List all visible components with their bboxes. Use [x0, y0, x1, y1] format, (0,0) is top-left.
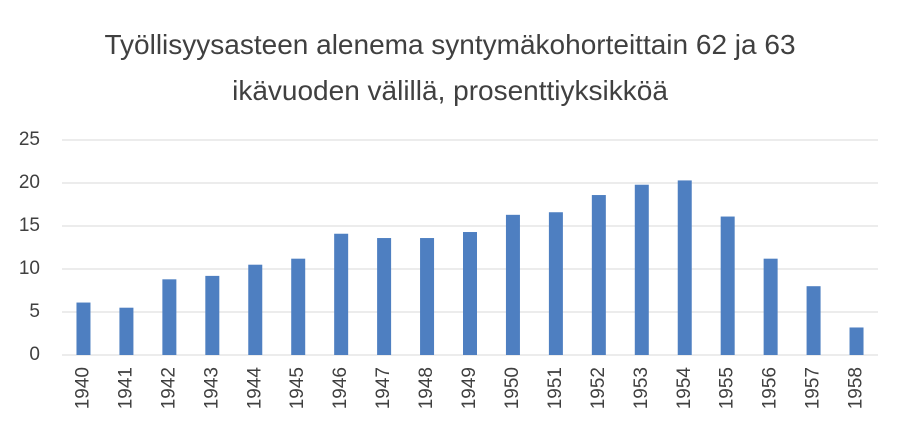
- chart-title: Työllisyysasteen alenema syntymäkohortei…: [104, 29, 796, 106]
- x-tick-label: 1954: [674, 367, 695, 410]
- bar: [119, 307, 134, 355]
- x-tick-label: 1953: [631, 367, 652, 409]
- y-tick-label: 0: [29, 344, 40, 365]
- x-tick-label: 1958: [846, 367, 867, 409]
- x-tick-label: 1941: [115, 367, 136, 409]
- bar: [162, 279, 177, 355]
- y-tick-label: 25: [19, 129, 40, 150]
- bar: [677, 180, 692, 355]
- y-tick-label: 20: [19, 172, 40, 193]
- x-tick-label: 1947: [373, 367, 394, 409]
- x-tick-label: 1943: [201, 367, 222, 409]
- x-tick-label: 1944: [244, 367, 265, 410]
- bar: [248, 264, 263, 355]
- bar: [548, 212, 563, 355]
- bar: [849, 327, 864, 355]
- bar: [76, 302, 91, 355]
- bar: [806, 286, 821, 355]
- bar: [634, 184, 649, 355]
- x-tick-label: 1940: [72, 367, 93, 409]
- bar: [205, 275, 220, 355]
- bar: [720, 216, 735, 355]
- bar: [377, 238, 392, 355]
- x-tick-label: 1957: [803, 367, 824, 409]
- bar: [291, 258, 306, 355]
- bar: [420, 238, 435, 355]
- y-tick-label: 10: [19, 258, 40, 279]
- bar: [334, 233, 349, 355]
- bar: [463, 232, 477, 355]
- x-tick-label: 1955: [717, 367, 738, 409]
- x-tick-label: 1951: [545, 367, 566, 409]
- y-tick-label: 5: [29, 301, 40, 322]
- bar: [591, 195, 606, 355]
- x-tick-label: 1956: [760, 367, 781, 409]
- x-tick-label: 1946: [330, 367, 351, 409]
- bar: [505, 214, 520, 355]
- y-tick-label: 15: [19, 215, 40, 236]
- x-tick-label: 1942: [158, 367, 179, 409]
- x-tick-label: 1945: [287, 367, 308, 409]
- x-tick-label: 1948: [416, 367, 437, 409]
- x-tick-label: 1952: [588, 367, 609, 409]
- x-tick-label: 1949: [459, 367, 480, 409]
- bar: [763, 258, 778, 355]
- x-tick-label: 1950: [502, 367, 523, 409]
